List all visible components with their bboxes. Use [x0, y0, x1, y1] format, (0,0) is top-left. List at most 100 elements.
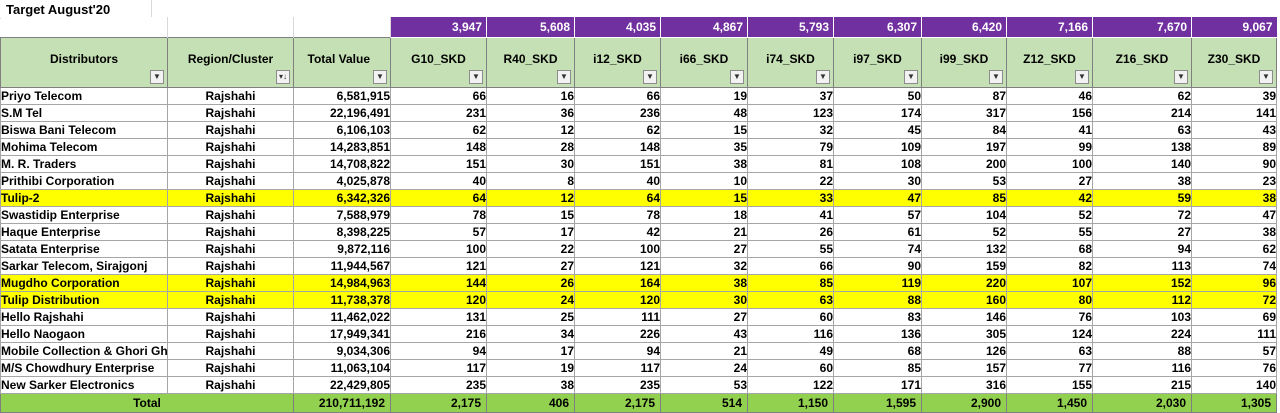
distributor-cell[interactable]: Tulip Distribution — [0, 290, 168, 309]
sku-value-cell[interactable]: 100 — [1006, 154, 1093, 173]
column-header[interactable]: Z12_SKD ▼ — [1006, 36, 1093, 88]
sku-value-cell[interactable]: 89 — [1191, 137, 1277, 156]
sku-value-cell[interactable]: 59 — [1092, 188, 1192, 207]
sku-value-cell[interactable]: 74 — [833, 239, 922, 258]
column-header[interactable]: i74_SKD ▼ — [747, 36, 834, 88]
distributor-cell[interactable]: Mugdho Corporation — [0, 273, 168, 292]
column-sum-cell[interactable]: 7,166 — [1006, 17, 1093, 38]
region-cell[interactable]: Rajshahi — [167, 86, 294, 105]
sku-value-cell[interactable]: 38 — [486, 375, 575, 394]
region-cell[interactable]: Rajshahi — [167, 239, 294, 258]
column-header[interactable]: i99_SKD ▼ — [921, 36, 1007, 88]
total-label[interactable]: Total — [0, 392, 294, 413]
sku-value-cell[interactable]: 12 — [486, 120, 575, 139]
distributor-cell[interactable]: Biswa Bani Telecom — [0, 120, 168, 139]
sku-value-cell[interactable]: 43 — [1191, 120, 1277, 139]
sku-value-cell[interactable]: 16 — [486, 86, 575, 105]
region-cell[interactable]: Rajshahi — [167, 171, 294, 190]
sku-value-cell[interactable]: 28 — [486, 137, 575, 156]
region-cell[interactable]: Rajshahi — [167, 290, 294, 309]
total-sku-cell[interactable]: 2,175 — [574, 392, 661, 413]
sku-value-cell[interactable]: 136 — [833, 324, 922, 343]
sku-value-cell[interactable]: 60 — [747, 358, 834, 377]
sku-value-cell[interactable]: 19 — [486, 358, 575, 377]
sku-value-cell[interactable]: 113 — [1092, 256, 1192, 275]
sku-value-cell[interactable]: 46 — [1006, 86, 1093, 105]
filter-dropdown-icon[interactable]: ▼ — [373, 69, 387, 84]
sku-value-cell[interactable]: 96 — [1191, 273, 1277, 292]
sku-value-cell[interactable]: 174 — [833, 103, 922, 122]
sku-value-cell[interactable]: 32 — [660, 256, 748, 275]
sku-value-cell[interactable]: 100 — [574, 239, 661, 258]
sku-value-cell[interactable]: 42 — [1006, 188, 1093, 207]
sku-value-cell[interactable]: 94 — [574, 341, 661, 360]
sku-value-cell[interactable]: 8 — [486, 171, 575, 190]
sku-value-cell[interactable]: 41 — [1006, 120, 1093, 139]
sku-value-cell[interactable]: 23 — [1191, 171, 1277, 190]
column-header[interactable]: Distributors ▼ — [0, 36, 168, 88]
sku-value-cell[interactable]: 15 — [660, 188, 748, 207]
sku-value-cell[interactable]: 226 — [574, 324, 661, 343]
total-value-cell[interactable]: 6,106,103 — [293, 120, 391, 139]
column-sum-cell[interactable]: 7,670 — [1092, 17, 1192, 38]
sku-value-cell[interactable]: 55 — [1006, 222, 1093, 241]
column-header[interactable]: Z30_SKD ▼ — [1191, 36, 1277, 88]
total-sku-cell[interactable]: 2,030 — [1092, 392, 1192, 413]
sku-value-cell[interactable]: 57 — [1191, 341, 1277, 360]
sku-value-cell[interactable]: 122 — [747, 375, 834, 394]
distributor-cell[interactable]: Hello Rajshahi — [0, 307, 168, 326]
sku-value-cell[interactable]: 34 — [486, 324, 575, 343]
sku-value-cell[interactable]: 224 — [1092, 324, 1192, 343]
total-sku-cell[interactable]: 406 — [486, 392, 575, 413]
sku-value-cell[interactable]: 50 — [833, 86, 922, 105]
sku-value-cell[interactable]: 69 — [1191, 307, 1277, 326]
column-header[interactable]: i66_SKD ▼ — [660, 36, 748, 88]
sku-value-cell[interactable]: 123 — [747, 103, 834, 122]
sku-value-cell[interactable]: 57 — [390, 222, 487, 241]
sku-value-cell[interactable]: 108 — [833, 154, 922, 173]
column-header[interactable]: i97_SKD ▼ — [833, 36, 922, 88]
sku-value-cell[interactable]: 64 — [390, 188, 487, 207]
sku-value-cell[interactable]: 132 — [921, 239, 1007, 258]
distributor-cell[interactable]: New Sarker Electronics — [0, 375, 168, 394]
sku-value-cell[interactable]: 120 — [390, 290, 487, 309]
sku-value-cell[interactable]: 146 — [921, 307, 1007, 326]
total-value-cell[interactable]: 22,429,805 — [293, 375, 391, 394]
sku-value-cell[interactable]: 121 — [574, 256, 661, 275]
sku-value-cell[interactable]: 68 — [833, 341, 922, 360]
distributor-cell[interactable]: M/S Chowdhury Enterprise — [0, 358, 168, 377]
sku-value-cell[interactable]: 38 — [1191, 222, 1277, 241]
total-value-cell[interactable]: 14,984,963 — [293, 273, 391, 292]
sku-value-cell[interactable]: 107 — [1006, 273, 1093, 292]
sku-value-cell[interactable]: 36 — [486, 103, 575, 122]
sku-value-cell[interactable]: 38 — [1092, 171, 1192, 190]
sku-value-cell[interactable]: 77 — [1006, 358, 1093, 377]
sku-value-cell[interactable]: 21 — [660, 222, 748, 241]
total-value-cell[interactable]: 17,949,341 — [293, 324, 391, 343]
column-header[interactable]: R40_SKD ▼ — [486, 36, 575, 88]
sku-value-cell[interactable]: 200 — [921, 154, 1007, 173]
sku-value-cell[interactable]: 85 — [833, 358, 922, 377]
empty-cell[interactable] — [293, 17, 391, 37]
sku-value-cell[interactable]: 117 — [390, 358, 487, 377]
sku-value-cell[interactable]: 88 — [833, 290, 922, 309]
sku-value-cell[interactable]: 62 — [574, 120, 661, 139]
region-cell[interactable]: Rajshahi — [167, 120, 294, 139]
sku-value-cell[interactable]: 48 — [660, 103, 748, 122]
sku-value-cell[interactable]: 66 — [390, 86, 487, 105]
sku-value-cell[interactable]: 88 — [1092, 341, 1192, 360]
total-value-cell[interactable]: 9,872,116 — [293, 239, 391, 258]
filter-dropdown-icon[interactable]: ▼ — [730, 69, 744, 84]
region-cell[interactable]: Rajshahi — [167, 137, 294, 156]
empty-cell[interactable] — [167, 17, 294, 37]
total-sku-cell[interactable]: 1,595 — [833, 392, 922, 413]
sku-value-cell[interactable]: 18 — [660, 205, 748, 224]
sku-value-cell[interactable]: 84 — [921, 120, 1007, 139]
region-cell[interactable]: Rajshahi — [167, 103, 294, 122]
sku-value-cell[interactable]: 40 — [574, 171, 661, 190]
sku-value-cell[interactable]: 24 — [660, 358, 748, 377]
sku-value-cell[interactable]: 24 — [486, 290, 575, 309]
sku-value-cell[interactable]: 57 — [833, 205, 922, 224]
sku-value-cell[interactable]: 68 — [1006, 239, 1093, 258]
distributor-cell[interactable]: M. R. Traders — [0, 154, 168, 173]
